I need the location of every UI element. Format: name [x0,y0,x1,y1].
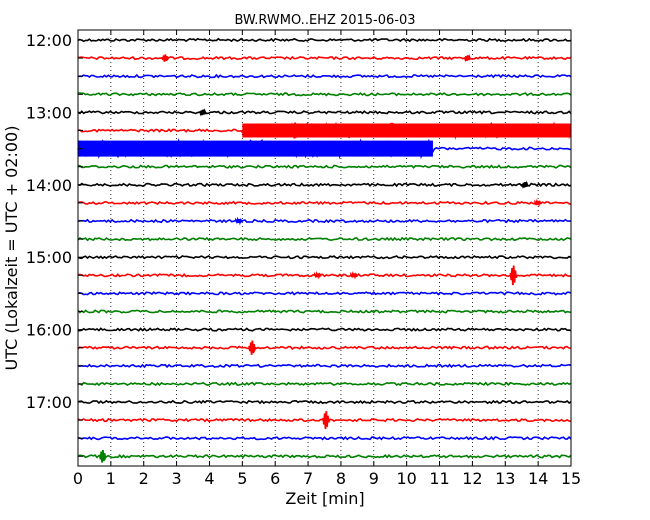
trace-17:15 [77,411,572,430]
trace-line [77,399,572,405]
x-tick-label: 6 [270,469,280,488]
x-tick-label: 4 [204,469,214,488]
trace-16:30 [77,363,572,369]
trace-14:30 [77,216,572,226]
trace-15:00 [77,255,572,260]
trace-17:45 [77,450,572,463]
trace-event [463,53,472,63]
x-tick-label: 5 [237,469,247,488]
trace-line [77,435,572,441]
plot-frame [77,29,572,467]
trace-14:45 [77,236,572,242]
trace-line [77,327,572,332]
trace-event [98,450,107,463]
trace-event [199,108,207,117]
trace-event [322,411,331,430]
trace-line [77,55,572,61]
trace-13:45 [77,164,572,169]
trace-12:30 [77,73,572,79]
trace-line [77,381,572,387]
x-tick-label: 3 [172,469,182,488]
trace-line [77,200,572,206]
trace-line [77,236,572,242]
grid [110,30,539,466]
trace-line [78,92,572,97]
trace-14:15 [77,198,572,208]
traces [77,37,572,463]
trace-event [161,54,170,62]
trace-12:45 [78,92,572,97]
x-tick-label: 13 [495,469,515,488]
trace-event [291,122,300,139]
trace-16:00 [77,327,572,332]
trace-event [235,216,243,226]
trace-line [77,291,572,296]
trace-line [77,182,572,188]
x-tick-label: 7 [303,469,313,488]
trace-line [77,255,572,260]
trace-16:15 [77,340,572,355]
trace-event [521,180,529,190]
y-tick-label: 15:00 [26,248,72,267]
y-tick-label: 13:00 [26,103,72,122]
trace-event [534,198,542,208]
x-tick-label: 8 [336,469,346,488]
x-tick-label: 10 [396,469,416,488]
trace-line [77,164,572,169]
y-axis-ticks: 12:00 13:00 14:00 15:00 16:00 17:00 [26,31,83,457]
trace-line [77,309,572,314]
x-axis-ticks: 0 1 2 3 4 5 6 7 8 9 10 11 12 13 14 15 [73,30,581,488]
trace-line [77,363,572,369]
trace-burst [78,140,433,157]
trace-17:00 [77,399,572,405]
y-tick-label: 17:00 [26,393,72,412]
trace-15:45 [77,309,572,314]
trace-line [77,73,572,79]
trace-event [314,270,322,280]
trace-12:00 [77,37,572,43]
y-tick-label: 16:00 [26,321,72,340]
x-tick-label: 0 [73,469,83,488]
trace-16:45 [77,381,572,387]
trace-17:30 [77,435,572,441]
chart-title: BW.RWMO..EHZ 2015-06-03 [234,13,415,28]
trace-line [77,218,572,224]
trace-line [78,272,572,278]
trace-line [77,37,572,43]
trace-13:15 [77,121,572,140]
x-tick-label: 2 [139,469,149,488]
trace-15:15 [78,265,572,286]
trace-event [350,270,358,280]
trace-12:15 [77,53,572,63]
trace-line [77,110,572,115]
y-axis-label: UTC (Lokalzeit = UTC + 02:00) [2,126,21,371]
trace-event [509,265,518,286]
trace-14:00 [77,180,572,190]
y-tick-label: 14:00 [26,176,72,195]
x-tick-label: 12 [462,469,482,488]
trace-13:00 [77,108,572,117]
y-tick-label: 12:00 [26,31,72,50]
trace-burst [242,123,572,138]
trace-event [248,340,257,355]
x-tick-label: 15 [561,469,581,488]
trace-event [409,141,418,156]
trace-line [77,345,572,350]
x-axis-label: Zeit [min] [285,489,364,508]
x-tick-label: 9 [369,469,379,488]
trace-line [77,453,572,459]
trace-15:30 [77,291,572,296]
x-tick-label: 1 [106,469,116,488]
trace-13:30 [77,137,572,160]
x-tick-label: 11 [429,469,449,488]
x-tick-label: 14 [528,469,548,488]
